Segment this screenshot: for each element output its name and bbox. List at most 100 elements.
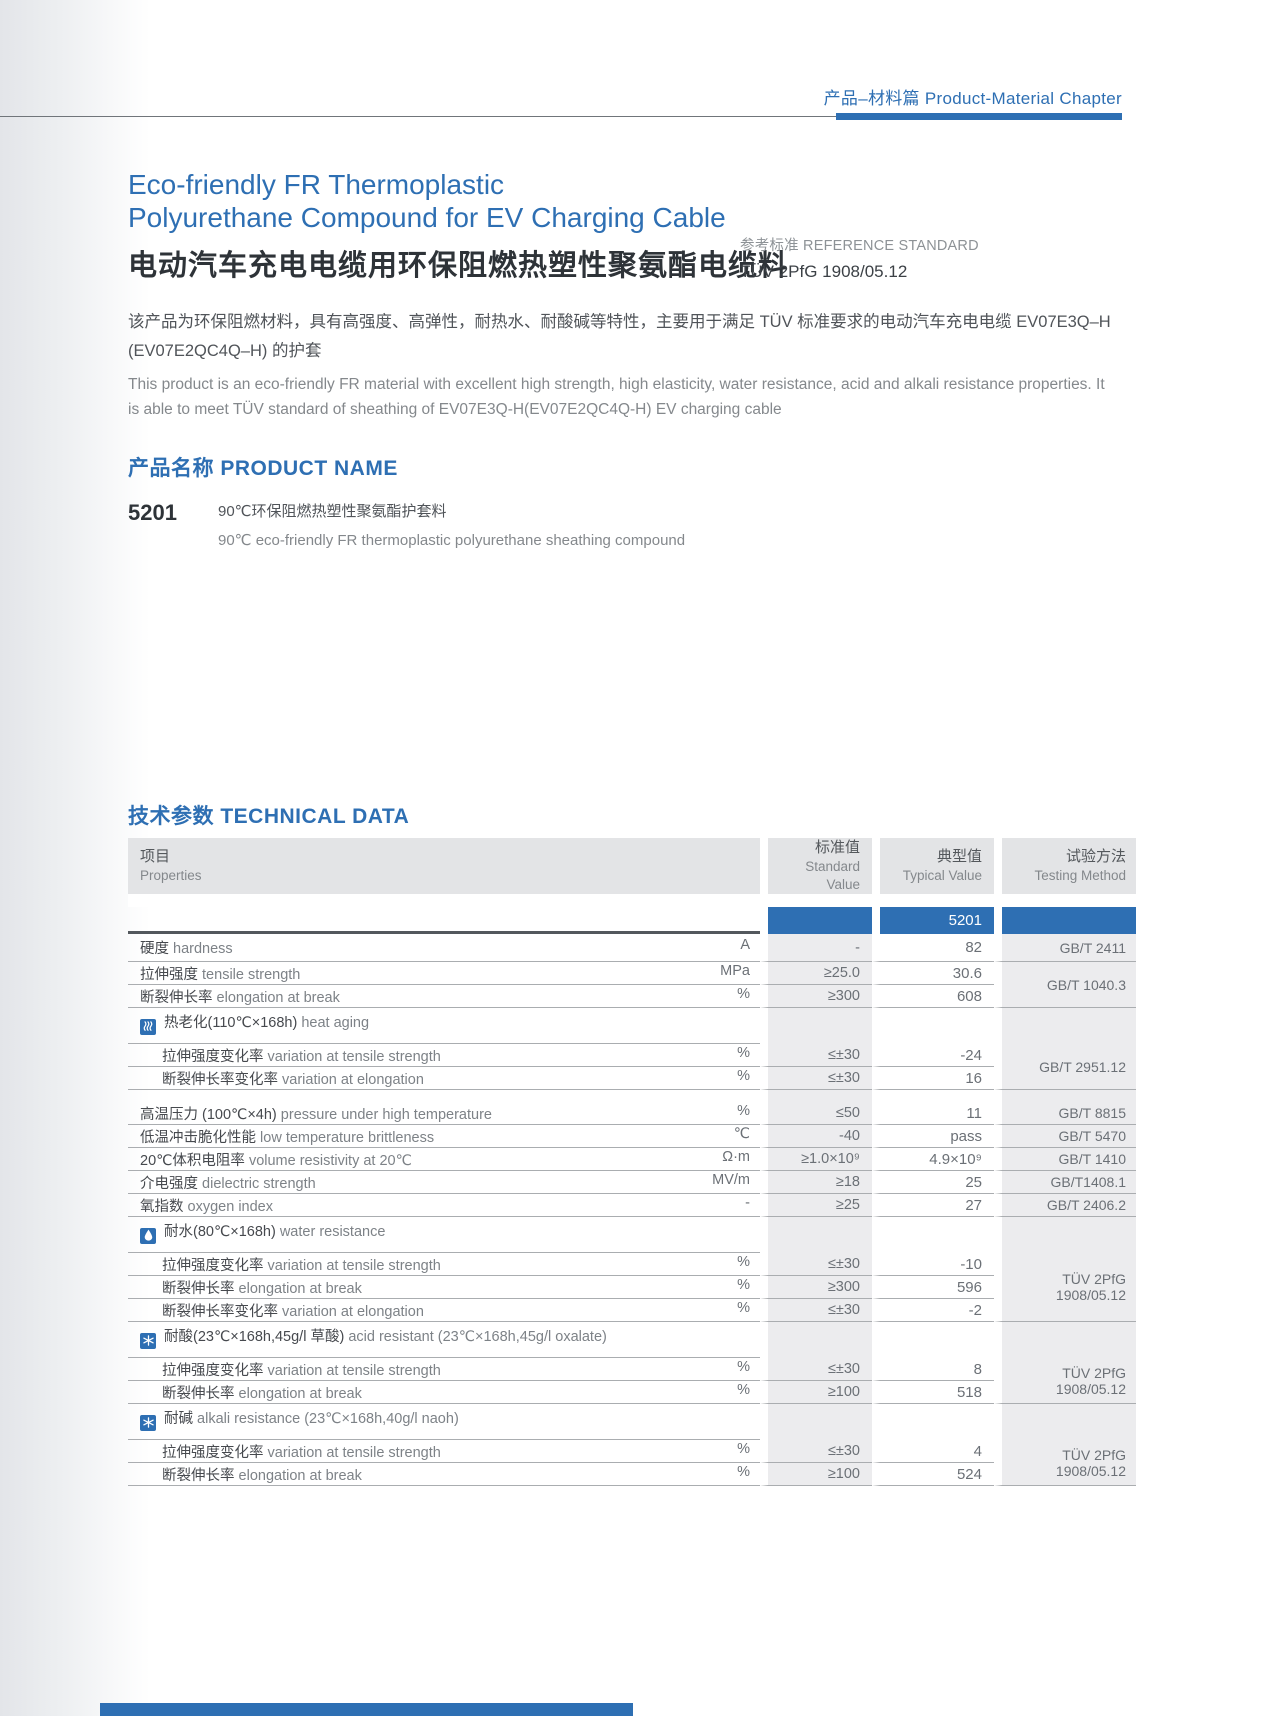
header-testing-zh: 试验方法 [1065,848,1126,865]
property-en: variation at elongation [282,1071,424,1088]
technical-data-heading: 技术参数 TECHNICAL DATA [128,805,410,828]
property-zh: 拉伸强度变化率 [162,1362,264,1379]
property-en: variation at tensile strength [267,1444,441,1461]
property-cell: % 拉伸强度变化率 variation at tensile strength [128,1044,760,1067]
section-en: heat aging [301,1015,370,1031]
property-zh: 断裂伸长率 [162,1385,235,1402]
section-testing-cell [994,1008,1136,1044]
standard-value-cell: ≥25 [760,1194,872,1217]
typical-value-cell: 524 [872,1463,994,1486]
property-cell: % 断裂伸长率变化率 variation at elongation [128,1299,760,1322]
unit-label: Ω·m [722,1148,750,1165]
header-rule [0,113,1122,120]
property-zh: 20℃体积电阻率 [140,1152,245,1169]
section-standard-cell [760,1322,872,1358]
table-row: Ω·m 20℃体积电阻率 volume resistivity at 20℃ ≥1.… [128,1148,1136,1171]
table-row: MV/m 介电强度 dielectric strength ≥18 25 GB/T140… [128,1171,1136,1194]
table-row: A 硬度 hardness -82 GB/T 2411 [128,934,1136,962]
property-en: variation at tensile strength [267,1362,441,1379]
product-description-en: This product is an eco-friendly FR mater… [128,376,1105,418]
product-description-zh: 该产品为环保阻燃材料，具有高强度、高弹性，耐热水、耐酸碱等特性，主要用于满足 T… [128,313,1111,360]
table-row: % 拉伸强度变化率 variation at tensile strength ≤±… [128,1440,1136,1486]
unit-label: MV/m [712,1171,750,1188]
property-zh: 断裂伸长率 [162,1280,235,1297]
unit-label: MPa [720,962,750,979]
unit-label: % [737,985,750,1002]
section-title-cell: 耐碱 alkali resistance (23℃×168h,40g/l nao… [128,1404,760,1440]
title-english-line1: Eco-friendly FR Thermoplastic [128,169,505,200]
property-cell: % 断裂伸长率 elongation at break [128,1381,760,1404]
table-row: % 断裂伸长率 elongation at break ≥100 524 [128,1463,1136,1486]
section-standard-cell [760,1217,872,1253]
property-en: variation at tensile strength [267,1048,441,1065]
property-zh: 拉伸强度变化率 [162,1444,264,1461]
property-zh: 断裂伸长率变化率 [162,1303,278,1320]
section-title-cell: 耐酸(23℃×168h,45g/l 草酸) acid resistant (23… [128,1322,760,1358]
property-zh: 断裂伸长率 [162,1467,235,1484]
unit-label: % [737,1253,750,1270]
property-en: elongation at break [238,1467,362,1484]
snowflake-icon [140,1415,156,1431]
table-row: % 断裂伸长率 elongation at break ≥100 518 [128,1381,1136,1404]
grade-band-underline [128,907,760,934]
section-title-cell: 热老化(110℃×168h) heat aging [128,1008,760,1044]
standard-value-cell: ≤50 [760,1102,872,1125]
table-row: % 断裂伸长率 elongation at break ≥300 608 [128,985,1136,1008]
chapter-header-text: 产品–材料篇 Product-Material Chapter [823,89,1122,108]
testing-method-cell: GB/T 1040.3 [994,962,1136,1008]
typical-value-cell: 16 [872,1067,994,1090]
header-testing-method: 试验方法 Testing Method [994,838,1136,894]
product-desc-en: 90℃ eco-friendly FR thermoplastic polyur… [218,532,686,549]
header-properties: 项目 Properties [128,838,760,894]
unit-label: A [740,937,750,953]
section-zh: 耐酸(23℃×168h,45g/l 草酸) [164,1329,345,1345]
table-section-row: 耐碱 alkali resistance (23℃×168h,40g/l nao… [128,1404,1136,1440]
grade-band-testing [994,907,1136,934]
unit-label: % [737,1358,750,1375]
product-code: 5201 [128,500,177,525]
property-zh: 拉伸强度变化率 [162,1257,264,1274]
typical-value-cell: 25 [872,1171,994,1194]
reference-standard: 参考标准 REFERENCE STANDARD TÜV 2PfG 1908/05… [740,234,979,282]
product-desc-zh: 90℃环保阻燃热塑性聚氨酯护套料 [218,503,447,520]
typical-value-cell: 596 [872,1276,994,1299]
typical-value-cell: -10 [872,1253,994,1276]
property-cell: A 硬度 hardness [128,934,760,962]
typical-value-cell: 4.9×10⁹ [872,1148,994,1171]
property-en: variation at tensile strength [267,1257,441,1274]
testing-method-cell: GB/T 1410 [994,1148,1136,1171]
property-cell: % 拉伸强度变化率 variation at tensile strength [128,1358,760,1381]
typical-value-cell: 8 [872,1358,994,1381]
section-typical-cell [872,1322,994,1358]
typical-value-cell: 4 [872,1440,994,1463]
chapter-header: 产品–材料篇 Product-Material Chapter [824,84,1122,109]
property-zh: 高温压力 (100℃×4h) [140,1106,277,1123]
testing-method-cell: GB/T 5470 [994,1125,1136,1148]
table-section-row: 热老化(110℃×168h) heat aging [128,1008,1136,1044]
section-zh: 热老化(110℃×168h) [164,1015,298,1031]
property-cell: MV/m 介电强度 dielectric strength [128,1171,760,1194]
property-zh: 断裂伸长率变化率 [162,1071,278,1088]
section-zh: 耐碱 [164,1411,193,1427]
unit-label: - [745,1194,750,1211]
property-en: low temperature brittleness [260,1129,435,1146]
standard-value-cell: ≤±30 [760,1440,872,1463]
standard-value-cell: ≥18 [760,1171,872,1194]
grade-band-value: 5201 [872,907,994,934]
typical-value-cell: 30.6 [872,962,994,985]
standard-value-cell: ≥25.0 [760,962,872,985]
typical-value-cell: 27 [872,1194,994,1217]
testing-method-cell: GB/T 8815 [994,1102,1136,1125]
reference-standard-label: 参考标准 REFERENCE STANDARD [740,238,979,254]
gap-cell [128,1090,760,1102]
technical-table-body: A 硬度 hardness -82 GB/T 2411 MPa 拉伸强度 tensile … [128,934,1136,1486]
property-en: elongation at break [216,989,340,1006]
water-drop-icon [140,1228,156,1244]
product-name-item: 5201 90℃环保阻燃热塑性聚氨酯护套料 90℃ eco-friendly F… [128,500,685,549]
header-testing-en: Testing Method [1034,868,1126,883]
property-en: elongation at break [238,1280,362,1297]
property-cell: % 断裂伸长率 elongation at break [128,985,760,1008]
unit-label: % [737,1276,750,1293]
table-row: % 断裂伸长率变化率 variation at elongation ≤±30 -2 [128,1299,1136,1322]
unit-label: % [737,1102,750,1119]
